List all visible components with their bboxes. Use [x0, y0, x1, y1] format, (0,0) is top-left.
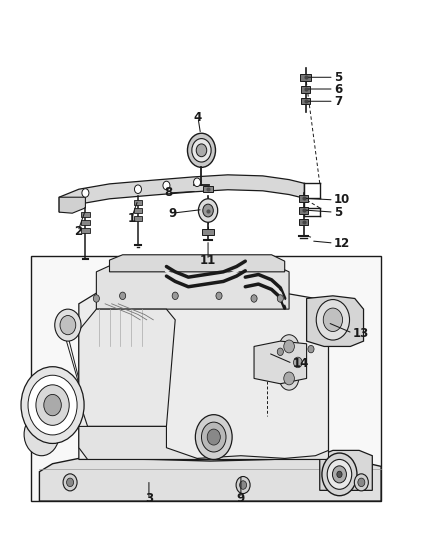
Circle shape — [198, 199, 218, 222]
Circle shape — [316, 300, 350, 340]
FancyBboxPatch shape — [202, 229, 214, 235]
Circle shape — [358, 478, 365, 487]
FancyBboxPatch shape — [299, 207, 308, 214]
Circle shape — [172, 292, 178, 300]
Polygon shape — [307, 296, 364, 346]
FancyBboxPatch shape — [81, 228, 90, 233]
Text: 9: 9 — [237, 492, 245, 505]
Text: 14: 14 — [293, 357, 309, 370]
Polygon shape — [320, 450, 372, 490]
Circle shape — [279, 335, 299, 358]
Circle shape — [216, 292, 222, 300]
Circle shape — [120, 292, 126, 300]
Circle shape — [251, 295, 257, 302]
Polygon shape — [79, 293, 328, 459]
Circle shape — [337, 471, 342, 478]
Circle shape — [163, 181, 170, 190]
Circle shape — [201, 422, 226, 452]
Circle shape — [55, 309, 81, 341]
FancyBboxPatch shape — [134, 208, 142, 213]
Circle shape — [290, 353, 306, 372]
Circle shape — [24, 413, 59, 456]
Text: 7: 7 — [334, 95, 342, 108]
Text: 10: 10 — [334, 193, 350, 206]
Circle shape — [44, 394, 61, 416]
FancyBboxPatch shape — [203, 186, 213, 192]
Circle shape — [327, 459, 352, 489]
Circle shape — [196, 144, 207, 157]
Circle shape — [187, 133, 215, 167]
Circle shape — [207, 429, 220, 445]
Circle shape — [284, 340, 294, 353]
Text: 4: 4 — [194, 111, 202, 124]
FancyBboxPatch shape — [299, 219, 308, 225]
Circle shape — [293, 357, 302, 368]
Text: 2: 2 — [74, 225, 82, 238]
Polygon shape — [254, 341, 307, 384]
Polygon shape — [79, 309, 175, 426]
Circle shape — [322, 453, 357, 496]
FancyBboxPatch shape — [81, 220, 90, 225]
Circle shape — [82, 189, 89, 197]
Circle shape — [279, 367, 299, 390]
Circle shape — [194, 178, 201, 187]
Circle shape — [354, 474, 368, 491]
Text: 6: 6 — [334, 83, 342, 95]
Text: 5: 5 — [334, 206, 342, 219]
Circle shape — [323, 308, 343, 332]
Circle shape — [21, 367, 84, 443]
FancyBboxPatch shape — [134, 200, 142, 205]
Circle shape — [67, 478, 74, 487]
Circle shape — [203, 204, 213, 217]
FancyBboxPatch shape — [301, 86, 310, 93]
FancyBboxPatch shape — [299, 195, 308, 202]
Polygon shape — [59, 175, 304, 212]
Circle shape — [134, 185, 141, 193]
Polygon shape — [79, 426, 328, 459]
Circle shape — [240, 481, 247, 489]
Polygon shape — [59, 197, 85, 213]
Polygon shape — [110, 255, 285, 272]
FancyBboxPatch shape — [301, 98, 310, 104]
Circle shape — [277, 295, 283, 302]
Polygon shape — [96, 264, 289, 309]
Circle shape — [332, 466, 346, 483]
Circle shape — [195, 415, 232, 459]
Circle shape — [36, 385, 69, 425]
Circle shape — [236, 477, 250, 494]
Circle shape — [192, 139, 211, 162]
Circle shape — [60, 316, 76, 335]
Circle shape — [284, 372, 294, 385]
Circle shape — [63, 474, 77, 491]
Text: 5: 5 — [334, 71, 342, 84]
Text: 8: 8 — [165, 187, 173, 199]
Circle shape — [277, 348, 283, 356]
Text: 13: 13 — [353, 327, 369, 340]
Text: 3: 3 — [145, 492, 153, 505]
Text: 1: 1 — [127, 212, 135, 225]
Text: 9: 9 — [168, 207, 176, 220]
FancyBboxPatch shape — [134, 216, 142, 221]
Bar — [31, 256, 381, 501]
Circle shape — [93, 295, 99, 302]
FancyBboxPatch shape — [300, 74, 311, 81]
FancyBboxPatch shape — [81, 212, 90, 217]
Circle shape — [28, 375, 77, 435]
Text: 12: 12 — [334, 237, 350, 249]
Text: 11: 11 — [200, 254, 216, 266]
Circle shape — [308, 345, 314, 353]
Polygon shape — [39, 457, 381, 501]
